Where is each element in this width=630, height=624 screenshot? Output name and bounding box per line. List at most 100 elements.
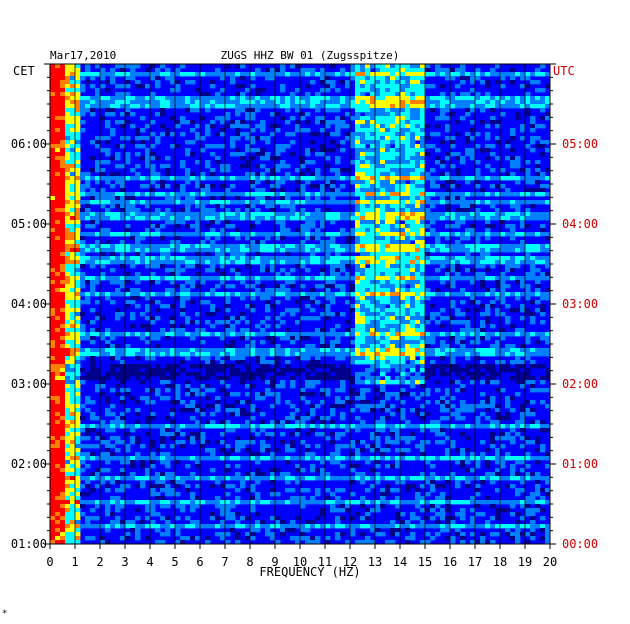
spectrogram-cell: [520, 328, 526, 333]
spectrogram-cell: [485, 124, 491, 129]
spectrogram-cell: [155, 248, 161, 253]
spectrogram-cell: [380, 152, 386, 157]
spectrogram-cell: [180, 332, 186, 337]
spectrogram-cell: [345, 244, 351, 249]
spectrogram-cell: [50, 384, 56, 389]
spectrogram-cell: [500, 220, 506, 225]
spectrogram-cell: [355, 180, 361, 185]
spectrogram-cell: [475, 248, 481, 253]
spectrogram-cell: [80, 376, 86, 381]
spectrogram-cell: [440, 280, 446, 285]
spectrogram-cell: [435, 96, 441, 101]
spectrogram-cell: [50, 168, 56, 173]
spectrogram-cell: [385, 240, 391, 245]
spectrogram-cell: [200, 204, 206, 209]
spectrogram-cell: [435, 116, 441, 121]
spectrogram-cell: [100, 332, 106, 337]
spectrogram-cell: [205, 200, 211, 205]
spectrogram-cell: [255, 276, 261, 281]
spectrogram-cell: [65, 232, 71, 237]
spectrogram-cell: [295, 72, 301, 77]
spectrogram-cell: [340, 352, 346, 357]
spectrogram-cell: [180, 100, 186, 105]
spectrogram-cell: [75, 236, 81, 241]
spectrogram-cell: [65, 352, 71, 357]
spectrogram-cell: [145, 352, 151, 357]
spectrogram-cell: [340, 356, 346, 361]
spectrogram-cell: [195, 200, 201, 205]
spectrogram-cell: [365, 196, 371, 201]
spectrogram-cell: [445, 284, 451, 289]
spectrogram-cell: [155, 352, 161, 357]
spectrogram-cell: [505, 100, 511, 105]
spectrogram-cell: [55, 240, 61, 245]
spectrogram-cell: [305, 180, 311, 185]
spectrogram-cell: [215, 92, 221, 97]
spectrogram-cell: [340, 200, 346, 205]
spectrogram-cell: [405, 92, 411, 97]
spectrogram-cell: [265, 364, 271, 369]
spectrogram-cell: [135, 348, 141, 353]
spectrogram-cell: [360, 224, 366, 229]
spectrogram-cell: [225, 356, 231, 361]
spectrogram-cell: [405, 356, 411, 361]
spectrogram-cell: [55, 392, 61, 397]
spectrogram-cell: [385, 316, 391, 321]
spectrogram-cell: [355, 380, 361, 385]
spectrogram-cell: [150, 100, 156, 105]
spectrogram-cell: [185, 352, 191, 357]
spectrogram-cell: [85, 332, 91, 337]
spectrogram-cell: [60, 340, 66, 345]
spectrogram-cell: [185, 256, 191, 261]
spectrogram-cell: [460, 204, 466, 209]
spectrogram-cell: [360, 220, 366, 225]
spectrogram-cell: [355, 148, 361, 153]
spectrogram-cell: [335, 252, 341, 257]
spectrogram-cell: [90, 156, 96, 161]
spectrogram-cell: [230, 292, 236, 297]
spectrogram-cell: [420, 104, 426, 109]
spectrogram-cell: [395, 116, 401, 121]
spectrogram-cell: [190, 200, 196, 205]
spectrogram-cell: [310, 220, 316, 225]
spectrogram-cell: [450, 152, 456, 157]
spectrogram-cell: [285, 72, 291, 77]
spectrogram-cell: [430, 360, 436, 365]
spectrogram-cell: [120, 144, 126, 149]
spectrogram-cell: [400, 124, 406, 129]
spectrogram-cell: [335, 88, 341, 93]
spectrogram-cell: [120, 208, 126, 213]
spectrogram-cell: [70, 112, 76, 117]
spectrogram-cell: [60, 144, 66, 149]
spectrogram-cell: [490, 324, 496, 329]
spectrogram-cell: [305, 356, 311, 361]
spectrogram-cell: [355, 288, 361, 293]
spectrogram-cell: [65, 196, 71, 201]
spectrogram-cell: [445, 136, 451, 141]
spectrogram-cell: [510, 332, 516, 337]
spectrogram-cell: [360, 180, 366, 185]
spectrogram-cell: [520, 276, 526, 281]
spectrogram-cell: [75, 352, 81, 357]
spectrogram-cell: [540, 228, 546, 233]
spectrogram-cell: [405, 392, 411, 397]
spectrogram-cell: [50, 264, 56, 269]
spectrogram-cell: [500, 200, 506, 205]
spectrogram-cell: [440, 316, 446, 321]
spectrogram-cell: [525, 180, 531, 185]
spectrogram-cell: [55, 140, 61, 145]
spectrogram-cell: [190, 232, 196, 237]
spectrogram-cell: [355, 64, 361, 69]
spectrogram-cell: [505, 248, 511, 253]
spectrogram-cell: [135, 364, 141, 369]
spectrogram-cell: [280, 380, 286, 385]
spectrogram-cell: [325, 372, 331, 377]
spectrogram-cell: [70, 268, 76, 273]
spectrogram-cell: [340, 96, 346, 101]
spectrogram-cell: [425, 256, 431, 261]
spectrogram-cell: [450, 348, 456, 353]
spectrogram-cell: [85, 192, 91, 197]
spectrogram-cell: [415, 224, 421, 229]
spectrogram-cell: [80, 252, 86, 257]
spectrogram-cell: [70, 124, 76, 129]
